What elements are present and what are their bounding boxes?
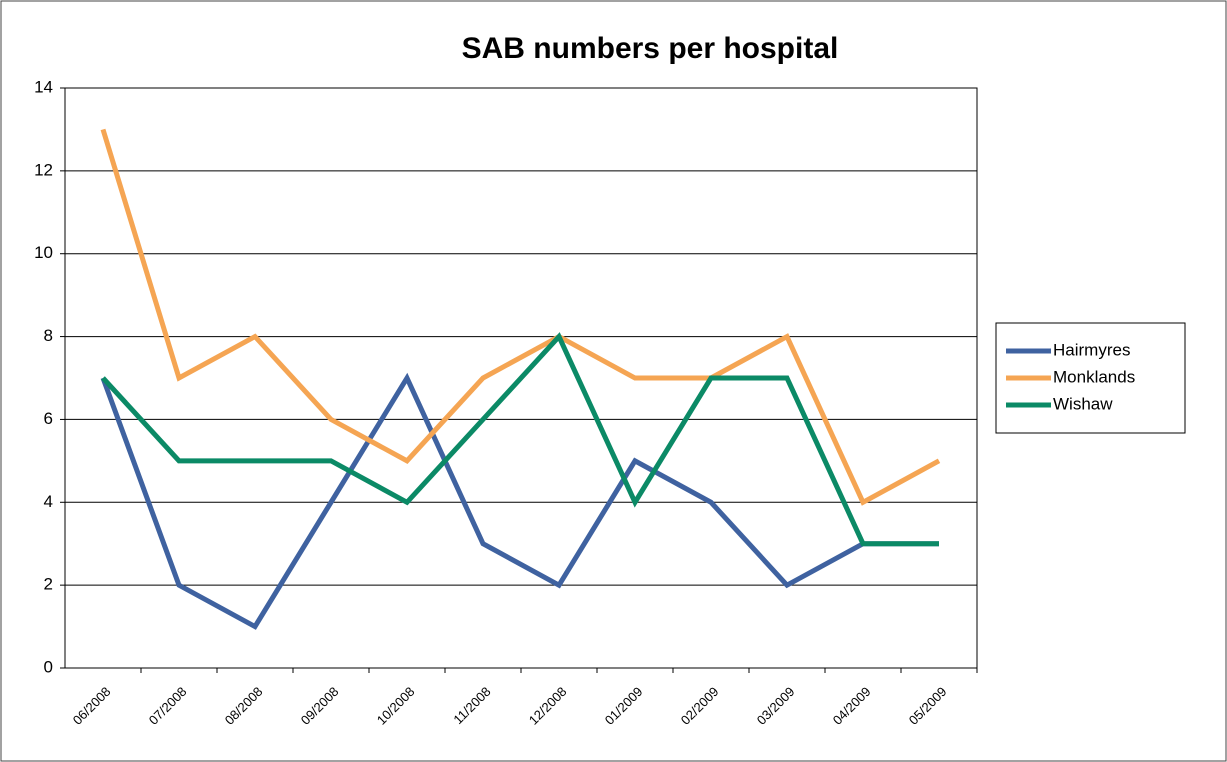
legend-label: Wishaw bbox=[1053, 394, 1113, 413]
y-tick-label: 0 bbox=[44, 657, 53, 676]
legend-label: Hairmyres bbox=[1053, 340, 1130, 359]
y-tick-label: 14 bbox=[34, 77, 53, 96]
y-tick-label: 2 bbox=[44, 575, 53, 594]
y-tick-label: 6 bbox=[44, 409, 53, 428]
y-tick-label: 12 bbox=[34, 160, 53, 179]
series-line bbox=[100, 128, 941, 506]
y-tick-label: 8 bbox=[44, 326, 53, 345]
series-line bbox=[100, 372, 939, 630]
legend-label: Monklands bbox=[1053, 367, 1135, 386]
chart-title: SAB numbers per hospital bbox=[462, 32, 839, 65]
y-tick-label: 4 bbox=[44, 492, 53, 511]
y-tick-label: 10 bbox=[34, 243, 53, 262]
series-line bbox=[101, 332, 939, 547]
